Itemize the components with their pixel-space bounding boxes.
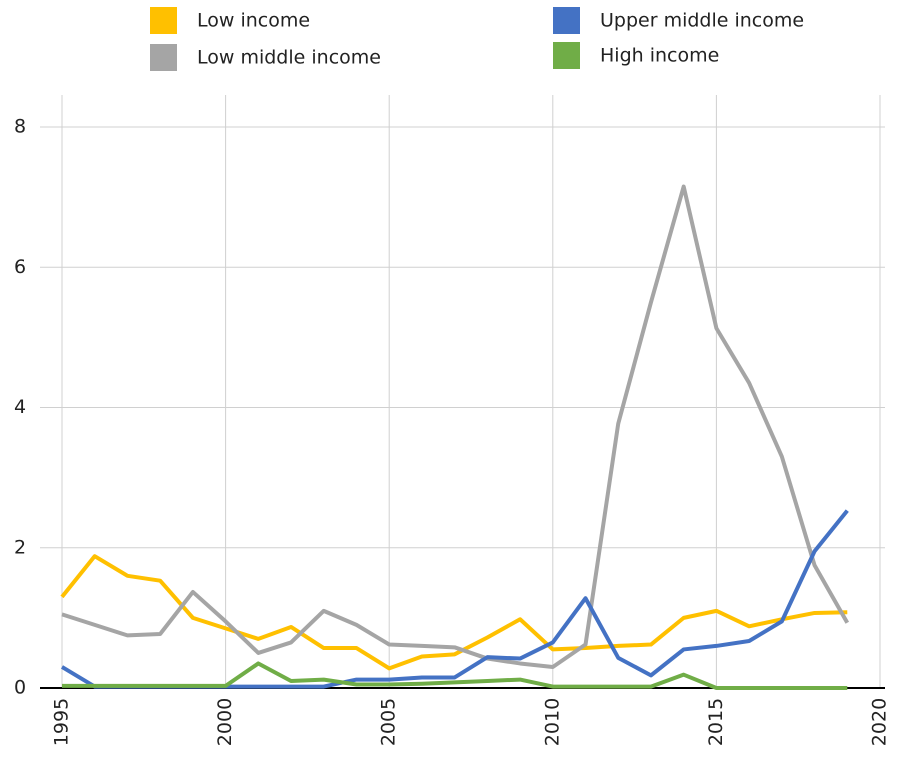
x-tick-label: 2005 [378,698,400,746]
legend-label: Low middle income [197,47,381,69]
legend-swatch [553,7,580,34]
y-tick-label: 8 [14,116,26,138]
x-tick-label: 2015 [705,698,727,746]
x-tick-label: 2000 [214,698,236,746]
y-tick-label: 0 [14,677,26,699]
legend-swatch [553,42,580,69]
series-line [62,661,848,690]
series-line [60,554,848,671]
legend-swatch [150,7,177,34]
x-tick-label: 2020 [869,698,891,746]
x-tick-label: 2010 [541,698,563,746]
series-line [61,184,850,669]
y-tick-label: 6 [14,256,26,278]
legend-label: Low income [197,10,310,32]
legend-label: High income [600,45,719,67]
legend-label: Upper middle income [600,10,804,32]
y-tick-label: 4 [14,396,26,418]
y-tick-label: 2 [14,536,26,558]
series-line [60,509,849,689]
legend-swatch [150,44,177,71]
x-tick-label: 1995 [51,698,73,746]
